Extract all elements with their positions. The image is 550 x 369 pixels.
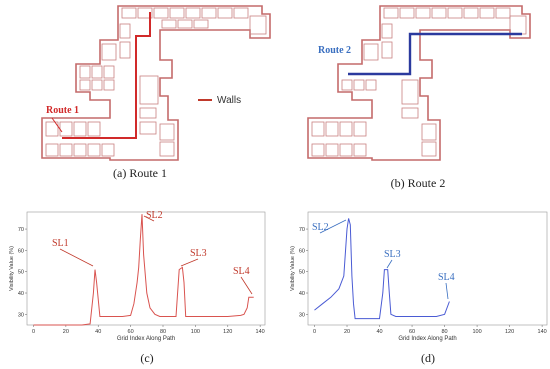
- route-label: Route 1: [46, 105, 79, 116]
- y-axis-label: Visibility Value (%): [290, 246, 296, 291]
- x-tick-label: 140: [538, 329, 547, 335]
- annotation-arrow: [143, 215, 155, 222]
- x-tick-label: 100: [191, 329, 200, 335]
- x-tick-label: 80: [160, 329, 166, 335]
- y-tick-label: 30: [18, 312, 24, 318]
- caption: (a) Route 1: [113, 166, 167, 180]
- annotation-arrow: [386, 259, 393, 269]
- data-line: [314, 218, 450, 320]
- legend-label: Walls: [217, 95, 241, 106]
- annotation-arrow: [240, 276, 253, 295]
- y-tick-label: 60: [18, 248, 24, 254]
- y-tick-label: 40: [18, 291, 24, 297]
- annotation-arrow: [59, 248, 94, 267]
- x-tick-label: 100: [472, 329, 481, 335]
- annotation: SL3: [190, 248, 207, 259]
- y-tick-label: 50: [18, 270, 24, 276]
- data-line: [33, 214, 254, 326]
- floor-plan-a: Route 1 Walls (a) Route 1: [41, 5, 271, 180]
- y-tick-label: 70: [18, 227, 24, 233]
- x-tick-label: 20: [63, 329, 69, 335]
- x-tick-label: 140: [256, 329, 265, 335]
- annotation-arrow: [319, 219, 347, 234]
- plot-frame: [26, 211, 266, 326]
- caption: (b) Route 2: [391, 176, 446, 190]
- x-tick-label: 60: [409, 329, 415, 335]
- y-axis-label: Visibility Value (%): [9, 246, 15, 291]
- plot-frame: [307, 211, 548, 326]
- x-tick-label: 20: [344, 329, 350, 335]
- floor-plan-b: Route 2 (b) Route 2: [307, 5, 531, 190]
- caption: (c): [140, 351, 153, 365]
- x-tick-label: 0: [32, 329, 35, 335]
- y-tick-label: 60: [299, 248, 305, 254]
- annotation: SL4: [233, 266, 250, 277]
- x-tick-label: 120: [223, 329, 232, 335]
- annotation-arrow: [445, 282, 449, 300]
- route-label: Route 2: [318, 45, 351, 56]
- annotation: SL4: [438, 272, 455, 283]
- x-tick-label: 80: [442, 329, 448, 335]
- caption: (d): [421, 351, 435, 365]
- y-tick-label: 70: [299, 227, 305, 233]
- y-tick-label: 50: [299, 270, 305, 276]
- annotation: SL3: [384, 249, 401, 260]
- x-tick-label: 0: [313, 329, 316, 335]
- annotation: SL2: [312, 222, 329, 233]
- x-tick-label: 40: [95, 329, 101, 335]
- y-tick-label: 30: [299, 312, 305, 318]
- x-tick-label: 40: [376, 329, 382, 335]
- annotation: SL2: [146, 210, 163, 221]
- x-tick-label: 60: [128, 329, 134, 335]
- annotation-arrow: [180, 258, 199, 267]
- x-axis-label: Grid Index Along Path: [398, 336, 456, 342]
- x-tick-label: 120: [505, 329, 514, 335]
- x-axis-label: Grid Index Along Path: [117, 336, 175, 342]
- y-tick-label: 40: [299, 291, 305, 297]
- annotation: SL1: [52, 238, 69, 249]
